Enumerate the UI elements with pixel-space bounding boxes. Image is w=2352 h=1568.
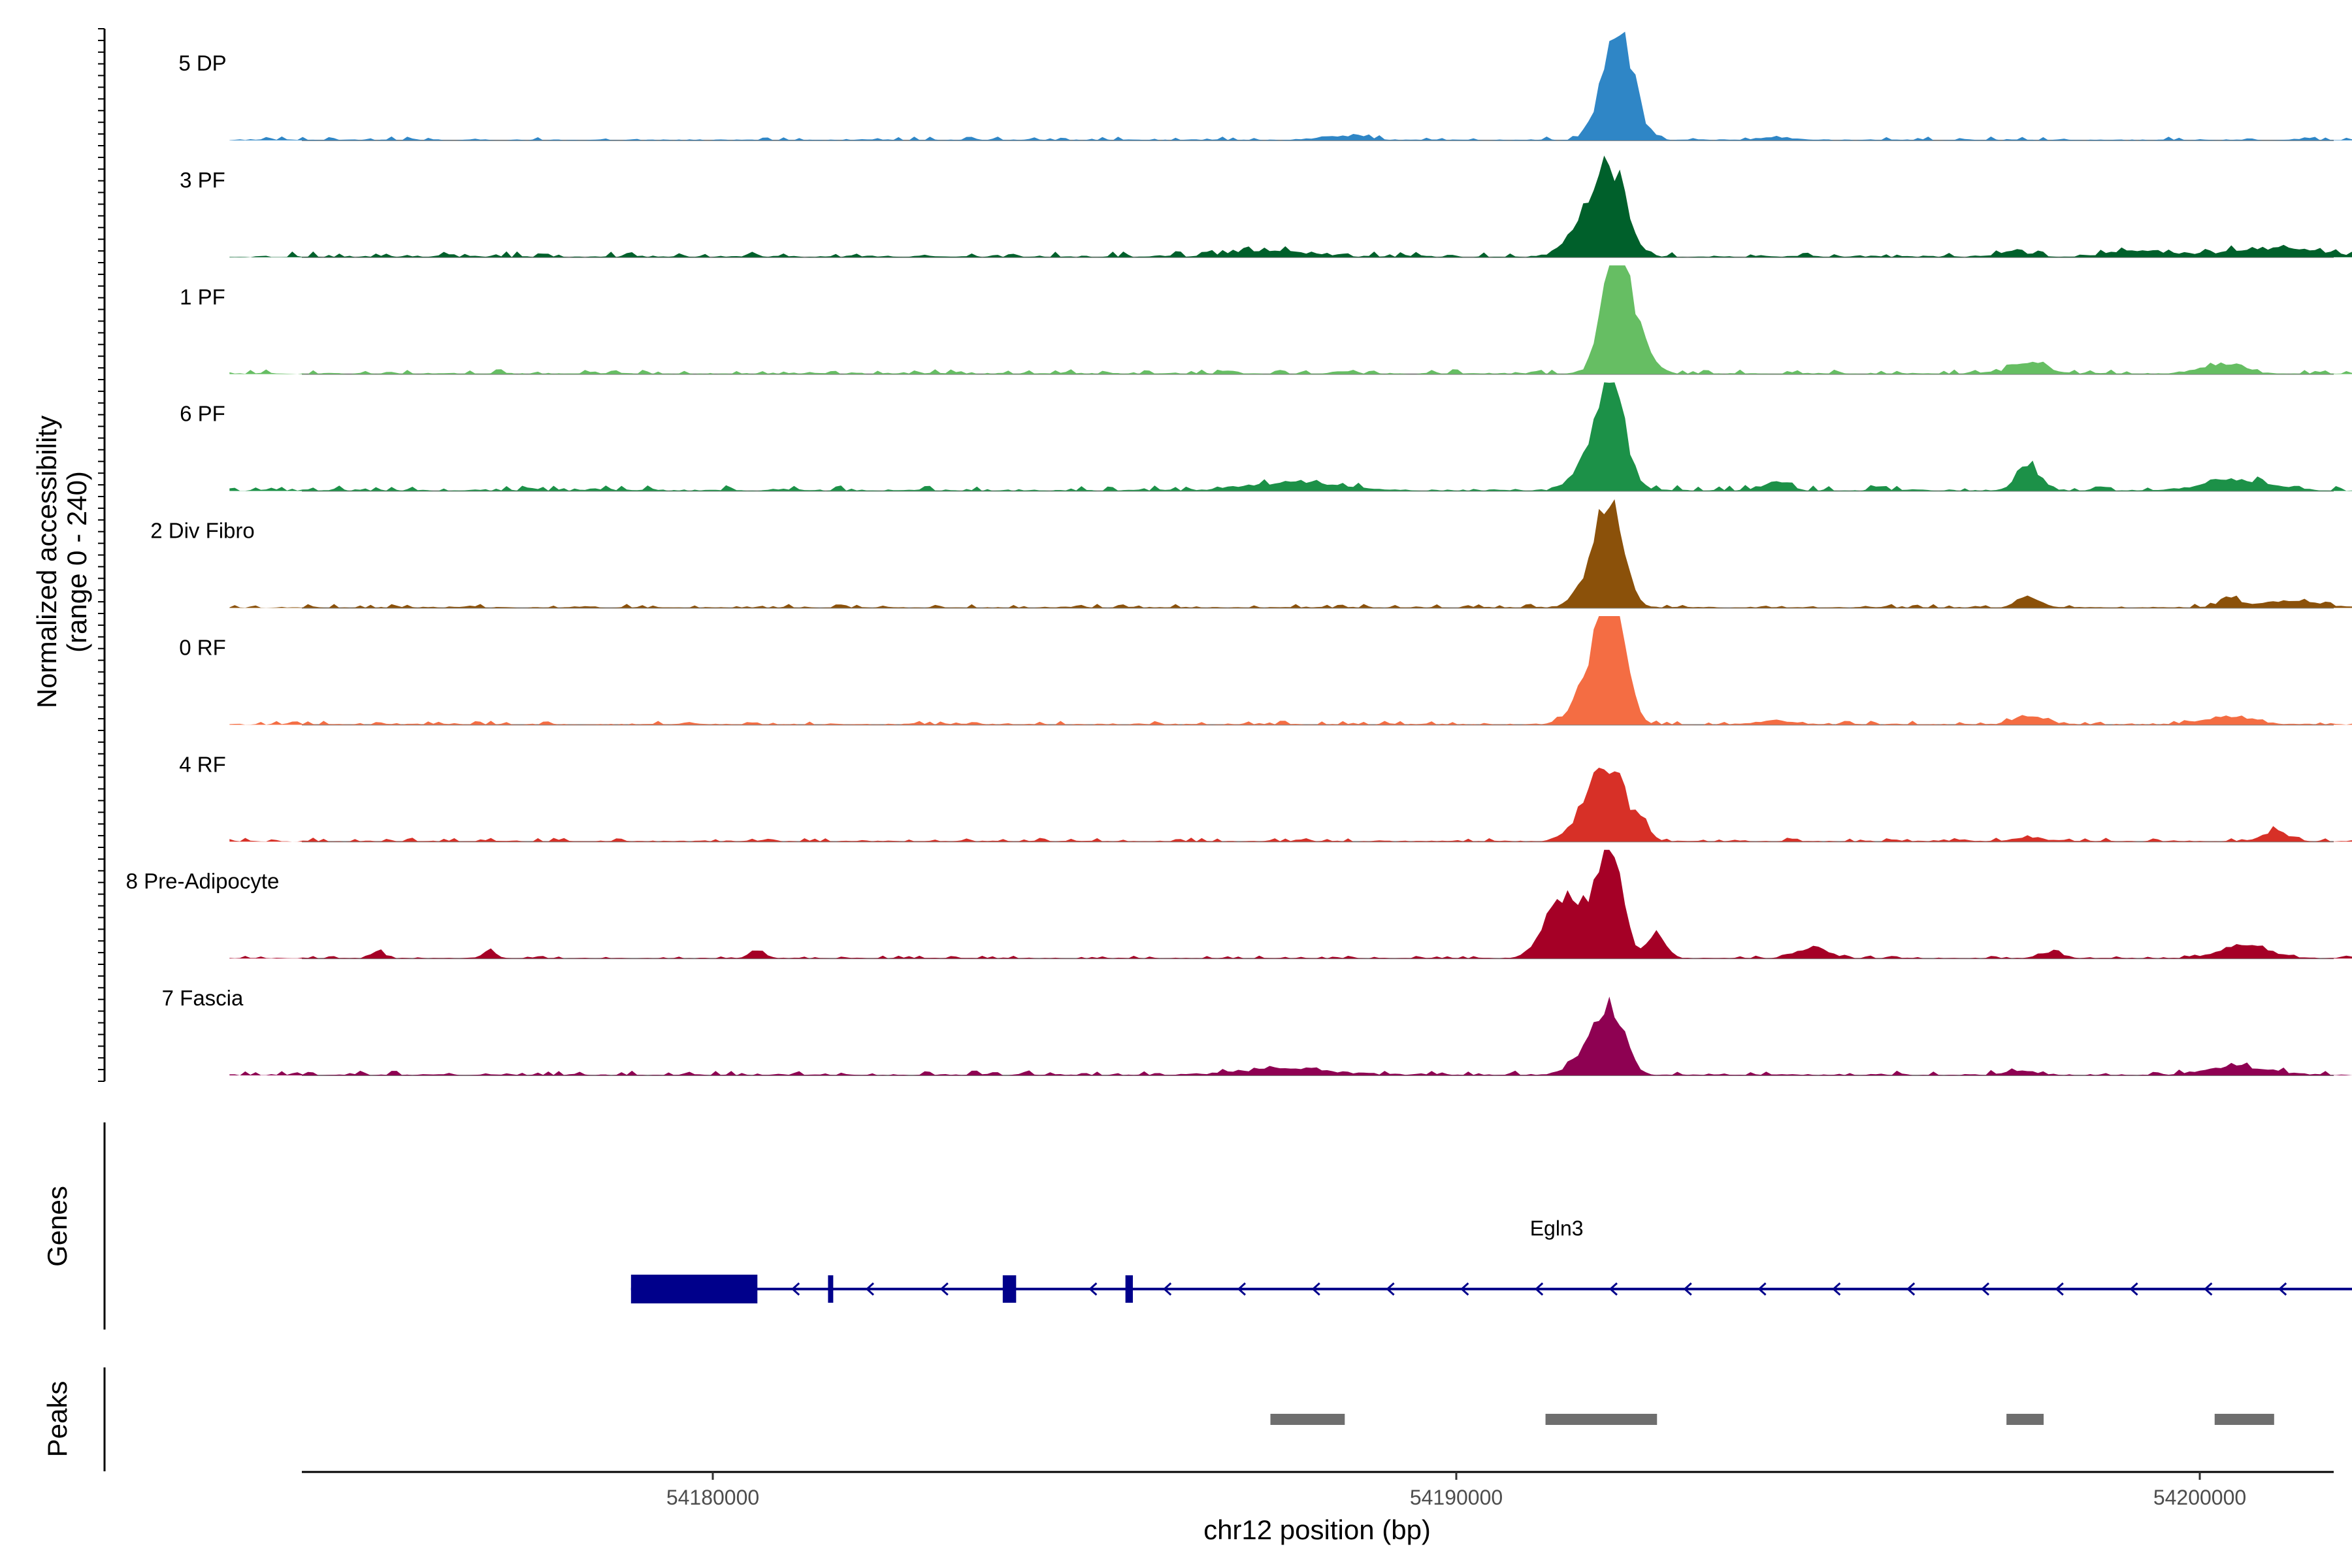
peak-region bbox=[2006, 1414, 2044, 1425]
gene-exon bbox=[1002, 1275, 1017, 1303]
coverage-signal bbox=[229, 616, 2352, 725]
x-tick-label: 54180000 bbox=[666, 1486, 759, 1509]
strand-arrow bbox=[1609, 1282, 1618, 1296]
coverage-track: 6 PF bbox=[180, 382, 2352, 492]
track-label: 0 RF bbox=[179, 635, 226, 659]
coverage-signal bbox=[229, 499, 2352, 608]
gene-exon bbox=[828, 1275, 834, 1303]
strand-arrow bbox=[791, 1282, 800, 1296]
x-tick-label: 54200000 bbox=[2153, 1486, 2246, 1509]
strand-arrow bbox=[865, 1282, 874, 1296]
track-label: 8 Pre-Adipocyte bbox=[126, 869, 280, 893]
coverage-signal bbox=[229, 768, 2352, 842]
strand-arrow bbox=[1757, 1282, 1767, 1296]
strand-arrow bbox=[1534, 1282, 1544, 1296]
coverage-track: 8 Pre-Adipocyte bbox=[126, 849, 2352, 960]
coverage-signal bbox=[229, 849, 2352, 959]
strand-arrow bbox=[1832, 1282, 1841, 1296]
strand-arrow bbox=[1237, 1282, 1246, 1296]
strand-arrow bbox=[2204, 1282, 2213, 1296]
strand-arrow bbox=[1162, 1282, 1172, 1296]
track-label: 1 PF bbox=[180, 285, 225, 309]
gene-exon bbox=[630, 1275, 758, 1303]
coverage-signal bbox=[229, 265, 2352, 374]
coverage-ylabel-line: (range 0 - 240) bbox=[61, 471, 92, 653]
track-label: 4 RF bbox=[179, 752, 226, 776]
coverage-track: 7 Fascia bbox=[162, 986, 2352, 1076]
strand-arrow bbox=[1311, 1282, 1320, 1296]
track-label: 3 PF bbox=[180, 168, 225, 192]
gene-exon bbox=[1125, 1275, 1133, 1303]
track-label: 6 PF bbox=[180, 402, 225, 426]
track-label: 7 Fascia bbox=[162, 986, 244, 1010]
peak-region bbox=[1545, 1414, 1658, 1425]
strand-arrow bbox=[1683, 1282, 1692, 1296]
coverage-track: 2 Div Fibro bbox=[150, 499, 2352, 609]
track-label: 2 Div Fibro bbox=[150, 519, 255, 543]
coverage-ylabel: Normalized accessibility(range 0 - 240) bbox=[31, 416, 92, 708]
strand-arrow bbox=[939, 1282, 949, 1296]
strand-arrow bbox=[1386, 1282, 1395, 1296]
strand-arrow bbox=[2055, 1282, 2064, 1296]
gene-name: Egln3 bbox=[1530, 1217, 1584, 1240]
strand-arrow bbox=[1906, 1282, 1916, 1296]
track-label: 5 DP bbox=[178, 51, 226, 75]
coverage-track: 0 RF bbox=[179, 616, 2352, 726]
strand-arrow bbox=[1088, 1282, 1098, 1296]
coverage-signal bbox=[229, 31, 2352, 140]
x-axis-title: chr12 position (bp) bbox=[1203, 1514, 1431, 1545]
coverage-track: 5 DP bbox=[178, 31, 2352, 141]
strand-arrow bbox=[1980, 1282, 1989, 1296]
strand-arrow bbox=[2278, 1282, 2287, 1296]
strand-arrow bbox=[1460, 1282, 1469, 1296]
peaks-panel-title: Peaks bbox=[42, 1381, 73, 1458]
x-tick-label: 54190000 bbox=[1410, 1486, 1503, 1509]
genes-panel-title: Genes bbox=[42, 1186, 73, 1267]
coverage-signal bbox=[229, 382, 2352, 491]
coverage-signal bbox=[229, 996, 2352, 1075]
coverage-track: 3 PF bbox=[180, 155, 2352, 258]
peak-region bbox=[1270, 1414, 1345, 1425]
strand-arrow bbox=[2129, 1282, 2138, 1296]
coverage-ylabel-line: Normalized accessibility bbox=[31, 416, 62, 708]
peak-region bbox=[2214, 1414, 2274, 1425]
coverage-track: 1 PF bbox=[180, 265, 2352, 375]
coverage-signal bbox=[229, 155, 2352, 257]
coverage-track: 4 RF bbox=[179, 752, 2352, 843]
